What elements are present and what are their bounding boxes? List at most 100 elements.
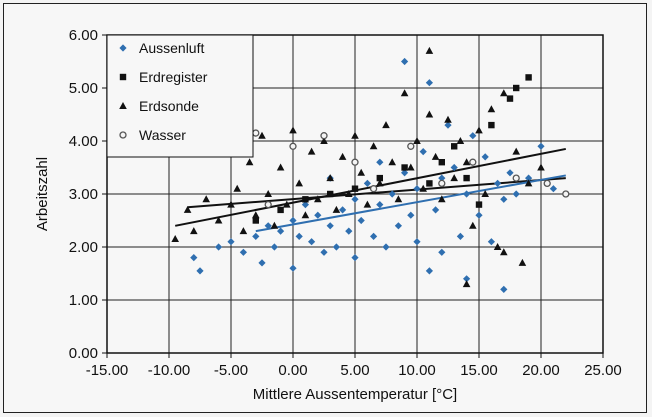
point-erdregister bbox=[401, 164, 408, 171]
point-erdregister bbox=[513, 84, 520, 92]
x-tick-label: -10.00 bbox=[148, 362, 191, 379]
point-erdsonde bbox=[314, 195, 322, 203]
point-erdsonde bbox=[487, 105, 496, 113]
point-aussenluft bbox=[289, 216, 297, 225]
point-aussenluft bbox=[227, 238, 235, 246]
point-aussenluft bbox=[351, 195, 359, 203]
point-erdsonde bbox=[239, 227, 248, 235]
point-erdsonde bbox=[481, 190, 489, 197]
point-aussenluft bbox=[320, 248, 328, 256]
point-erdregister bbox=[351, 185, 359, 192]
point-aussenluft bbox=[190, 254, 198, 262]
point-wasser bbox=[407, 142, 415, 150]
point-aussenluft bbox=[252, 232, 260, 240]
point-aussenluft bbox=[407, 211, 415, 219]
point-erdsonde bbox=[270, 221, 279, 229]
x-axis-ticks: -15.00 -10.00 -5.00 0.00 5.00 10.00 15.00 20.00… bbox=[86, 353, 622, 379]
point-aussenluft bbox=[419, 148, 427, 156]
point-aussenluft bbox=[469, 132, 477, 140]
point-erdsonde bbox=[258, 131, 266, 139]
point-aussenluft bbox=[301, 201, 309, 209]
point-aussenluft bbox=[401, 57, 409, 66]
y-tick-label: 2.00 bbox=[69, 239, 98, 256]
point-erdregister bbox=[525, 74, 532, 81]
point-erdsonde bbox=[252, 211, 260, 219]
point-aussenluft bbox=[326, 222, 334, 230]
point-erdsonde bbox=[394, 195, 403, 203]
point-erdsonde bbox=[425, 46, 434, 54]
point-erdregister bbox=[463, 174, 470, 182]
point-erdregister bbox=[475, 201, 483, 208]
point-erdsonde bbox=[320, 137, 328, 144]
point-erdsonde bbox=[500, 248, 508, 256]
point-wasser bbox=[264, 200, 272, 209]
point-erdsonde bbox=[475, 126, 483, 134]
point-erdsonde bbox=[338, 152, 347, 160]
point-aussenluft bbox=[549, 185, 557, 193]
y-axis-label: Arbeitszahl bbox=[34, 157, 51, 231]
point-erdregister bbox=[327, 190, 334, 198]
y-tick-label: 4.00 bbox=[69, 133, 98, 150]
point-erdsonde bbox=[493, 243, 502, 250]
point-erdsonde bbox=[462, 158, 471, 166]
point-erdsonde bbox=[419, 184, 427, 192]
point-wasser bbox=[512, 174, 520, 182]
point-wasser bbox=[369, 185, 378, 193]
point-erdsonde bbox=[376, 179, 384, 187]
point-erdsonde bbox=[450, 174, 458, 182]
point-erdsonde bbox=[171, 235, 179, 243]
legend-marker-erdregister bbox=[119, 73, 127, 81]
point-aussenluft bbox=[463, 190, 471, 198]
point-erdsonde bbox=[351, 131, 359, 139]
y-tick-label: 0.00 bbox=[69, 345, 98, 362]
point-aussenluft bbox=[506, 169, 514, 177]
point-wasser bbox=[438, 179, 446, 188]
point-aussenluft bbox=[425, 79, 433, 87]
legend-label: Wasser bbox=[139, 127, 186, 143]
point-erdsonde bbox=[283, 200, 291, 208]
y-tick-label: 6.00 bbox=[69, 27, 98, 44]
point-aussenluft bbox=[413, 238, 421, 246]
point-aussenluft bbox=[295, 232, 303, 240]
point-aussenluft bbox=[512, 190, 520, 198]
point-aussenluft bbox=[401, 169, 409, 177]
y-tick-label: 5.00 bbox=[69, 80, 98, 97]
point-erdsonde bbox=[190, 227, 198, 235]
point-wasser bbox=[252, 129, 260, 137]
point-erdsonde bbox=[326, 174, 334, 182]
data-points bbox=[171, 46, 570, 293]
point-aussenluft bbox=[277, 227, 285, 235]
point-aussenluft bbox=[438, 174, 446, 182]
point-erdsonde bbox=[537, 163, 545, 171]
trend-line bbox=[255, 174, 566, 233]
x-tick-label: 15.00 bbox=[460, 362, 498, 379]
point-aussenluft bbox=[463, 275, 471, 283]
point-erdsonde bbox=[233, 184, 241, 192]
point-aussenluft bbox=[376, 158, 384, 166]
point-erdregister bbox=[451, 143, 458, 150]
point-wasser bbox=[320, 132, 328, 140]
point-aussenluft bbox=[494, 179, 502, 187]
point-erdsonde bbox=[518, 258, 527, 266]
point-erdsonde bbox=[512, 147, 520, 155]
point-aussenluft bbox=[239, 248, 247, 256]
point-aussenluft bbox=[438, 248, 446, 256]
scatter-chart: -15.00 -10.00 -5.00 0.00 5.00 10.00 15.00 20.00… bbox=[34, 27, 622, 403]
point-aussenluft bbox=[196, 267, 204, 275]
point-aussenluft bbox=[500, 195, 508, 203]
point-aussenluft bbox=[376, 201, 384, 209]
point-erdsonde bbox=[227, 200, 235, 208]
point-aussenluft bbox=[500, 285, 508, 293]
point-erdregister bbox=[376, 174, 383, 182]
y-tick-label: 1.00 bbox=[69, 292, 98, 309]
point-erdregister bbox=[506, 95, 514, 102]
point-erdregister bbox=[277, 206, 284, 214]
legend-label: Erdsonde bbox=[139, 98, 199, 114]
point-erdregister bbox=[302, 196, 309, 203]
point-aussenluft bbox=[456, 232, 464, 240]
point-erdsonde bbox=[500, 89, 508, 97]
x-tick-label: 10.00 bbox=[398, 362, 436, 379]
point-erdsonde bbox=[524, 179, 533, 187]
point-aussenluft bbox=[308, 238, 316, 246]
point-aussenluft bbox=[363, 179, 371, 187]
